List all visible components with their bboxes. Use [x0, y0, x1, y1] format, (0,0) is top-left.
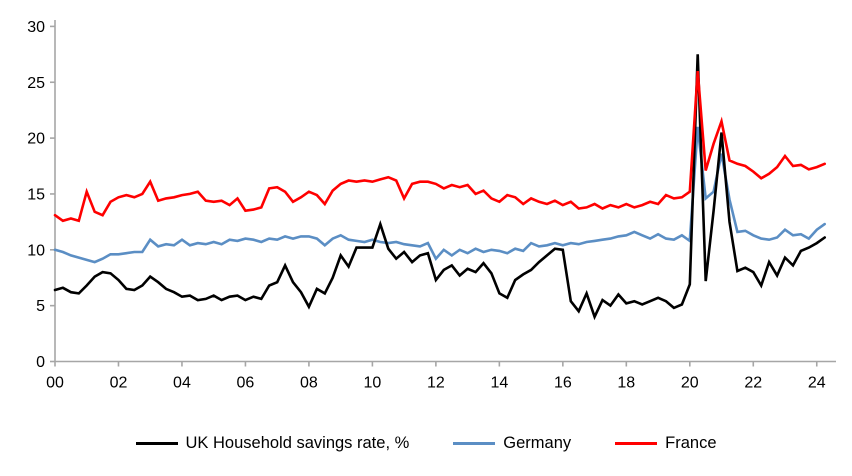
legend-line-germany [453, 442, 496, 445]
y-tick-label: 5 [36, 298, 45, 315]
legend-line-france [615, 442, 658, 445]
chart-legend: UK Household savings rate, % Germany Fra… [0, 434, 852, 453]
x-tick-label: 08 [300, 375, 318, 392]
legend-item-germany: Germany [453, 434, 571, 453]
chart-plot-svg: 0 5 10 15 20 25 30 00 02 04 06 08 10 12 14 16 18 20 22 24 [27, 19, 836, 392]
x-tick-label: 00 [46, 375, 64, 392]
legend-label-germany: Germany [503, 434, 572, 452]
y-tick-label: 0 [36, 354, 45, 371]
legend-label-uk: UK Household savings rate, % [185, 434, 410, 452]
x-tick-label: 06 [237, 375, 255, 392]
x-tick-label: 18 [617, 375, 635, 392]
y-tick-label: 10 [27, 242, 45, 259]
x-tick-label: 20 [681, 375, 699, 392]
y-tick-label: 25 [27, 75, 45, 92]
legend-line-uk [135, 442, 178, 445]
x-tick-label: 22 [744, 375, 762, 392]
x-tick-label: 02 [110, 375, 128, 392]
legend-item-uk: UK Household savings rate, % [135, 434, 410, 453]
legend-label-france: France [665, 434, 717, 452]
x-tick-label: 24 [808, 375, 826, 392]
x-tick-label: 12 [427, 375, 445, 392]
x-tick-label: 16 [554, 375, 572, 392]
series-line-france [53, 70, 827, 223]
y-tick-label: 20 [27, 131, 45, 148]
x-tick-label: 10 [364, 375, 382, 392]
legend-item-france: France [615, 434, 717, 453]
y-tick-label: 30 [27, 19, 45, 36]
series-line-germany [53, 126, 827, 264]
x-tick-label: 04 [173, 375, 191, 392]
y-tick-label: 15 [27, 186, 45, 203]
x-tick-label: 14 [490, 375, 508, 392]
